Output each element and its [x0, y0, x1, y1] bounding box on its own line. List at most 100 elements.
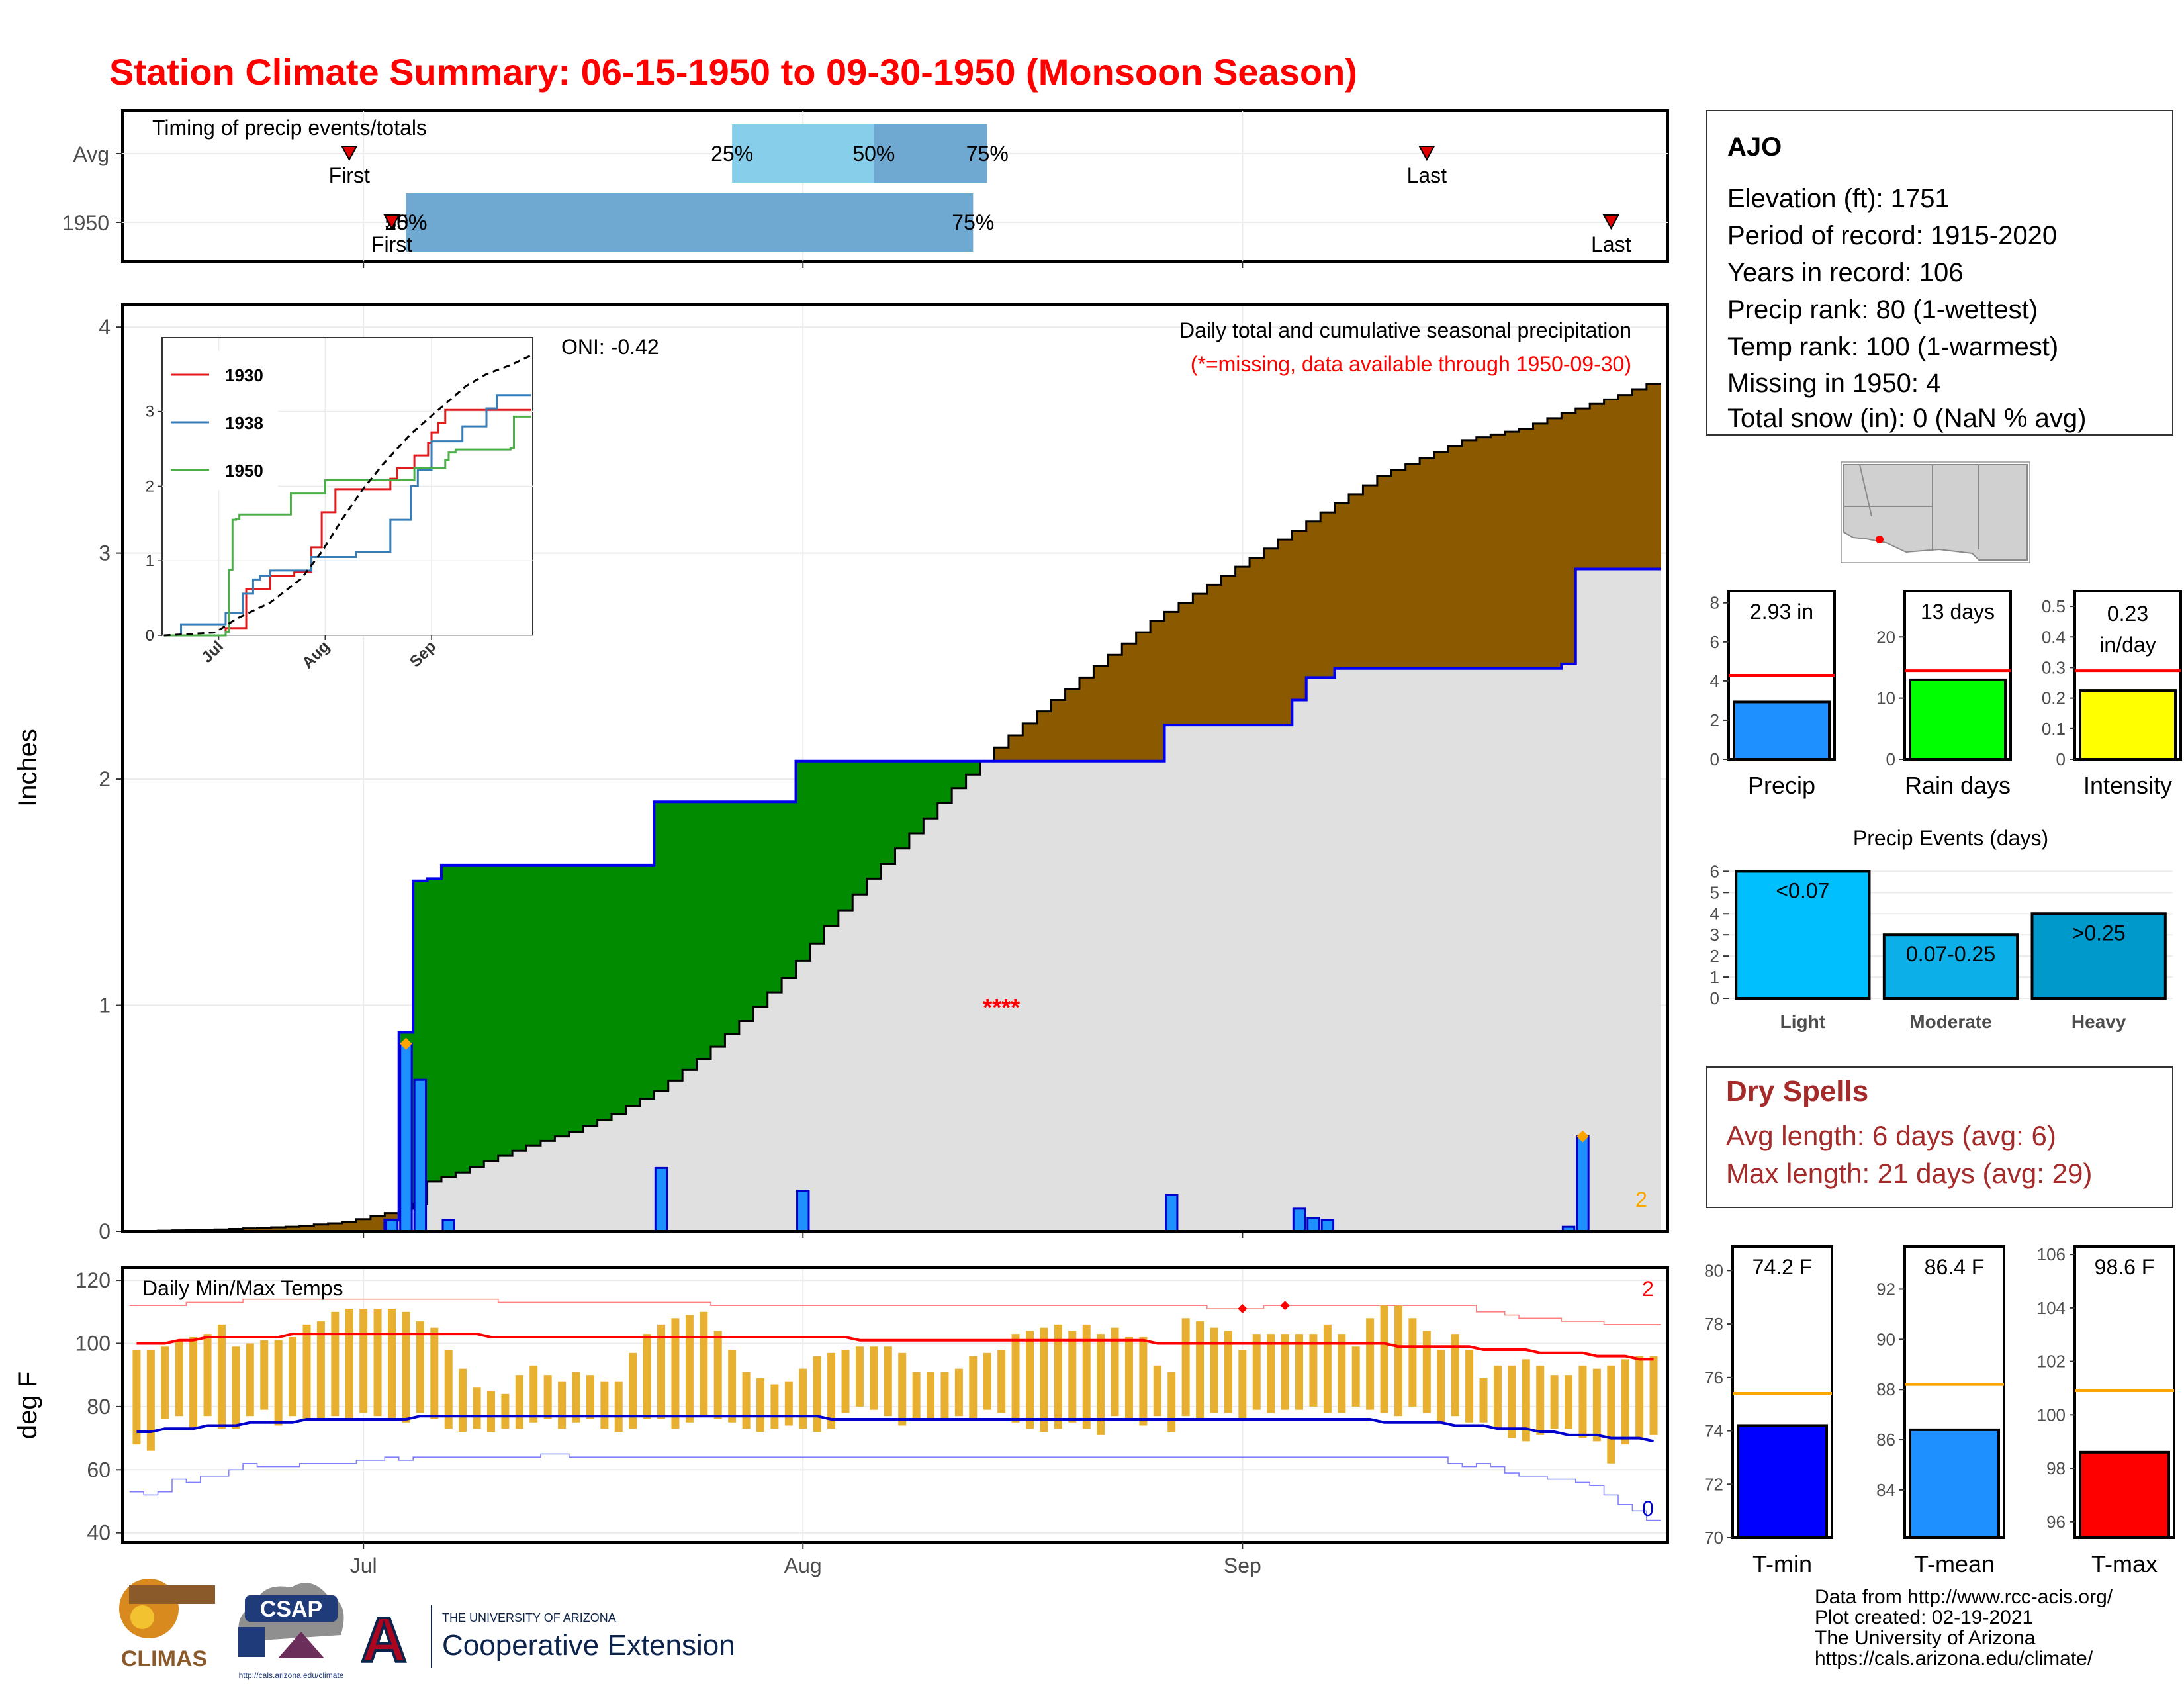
precip-surplus-area — [696, 802, 711, 1060]
daily-temp-range-bar — [1267, 1334, 1275, 1413]
precip-surplus-area — [682, 802, 698, 1070]
avg-tmin-line — [136, 1415, 1655, 1443]
daily-temp-range-bar — [1366, 1318, 1375, 1410]
precip-deficit-area — [243, 1228, 258, 1231]
precip-event-category-label: Light — [1780, 1011, 1825, 1032]
daily-temp-range-bar — [459, 1368, 467, 1432]
daily-temp-range-bar — [813, 1356, 821, 1432]
daily-precip-bar — [1306, 1217, 1320, 1233]
daily-precip-bar — [385, 1219, 399, 1233]
record-temp-marker — [1238, 1304, 1248, 1314]
precip-deficit-area — [1150, 621, 1165, 761]
csap-logo-url: http://cals.arizona.edu/climate — [239, 1671, 344, 1680]
precip-deficit-area — [1349, 494, 1364, 669]
precip-deficit-area — [1008, 735, 1023, 761]
precip-deficit-area — [1334, 503, 1349, 669]
timing-marker-last-1950 — [1602, 214, 1620, 230]
observed-cumulative-line — [129, 567, 1661, 1233]
precip-deficit-area — [1023, 723, 1038, 761]
precip-event-bar-label: <0.07 — [1776, 878, 1829, 902]
daily-temp-range-bar — [713, 1331, 722, 1419]
precip-deficit-area — [1164, 612, 1179, 726]
precip-deficit-area — [1447, 445, 1463, 669]
daily-temp-range-bar — [600, 1381, 609, 1429]
daily-temp-range-bar — [1649, 1356, 1658, 1435]
daily-temp-range-bar — [1536, 1365, 1545, 1435]
climas-logo-text: CLIMAS — [121, 1646, 207, 1671]
daily-temp-range-bar — [1040, 1327, 1048, 1432]
summary-y-tick-label: 2 — [1710, 710, 1719, 730]
summary-y-tick-label: 0.2 — [2042, 688, 2066, 708]
footer-line-created: Plot created: 02-19-2021 — [1815, 1607, 2033, 1628]
avg-cumulative-line — [129, 383, 1661, 1233]
precip-deficit-area — [356, 1219, 371, 1231]
daily-temp-range-bar — [643, 1334, 651, 1419]
station-line-elevation: Elevation (ft): 1751 — [1727, 184, 1950, 213]
daily-temp-range-bar — [983, 1352, 991, 1410]
precip-surplus-area — [654, 802, 669, 1092]
daily-temp-range-bar — [1281, 1334, 1289, 1410]
daily-temp-range-bar — [742, 1372, 751, 1429]
footer-line-data: Data from http://www.rcc-acis.org/ — [1815, 1586, 2113, 1608]
precip-surplus-area — [555, 865, 570, 1137]
summary-y-tick-label: 106 — [2037, 1244, 2066, 1264]
precip-surplus-area — [909, 761, 924, 834]
summary-value-bar — [2079, 689, 2177, 761]
summary-value-label: 74.2 F — [1752, 1255, 1813, 1279]
csap-logo: CSAP http://cals.arizona.edu/climate — [238, 1583, 344, 1680]
precip-deficit-area — [1561, 412, 1576, 664]
summary-y-tick-label: 96 — [2046, 1512, 2066, 1532]
temp-y-tick-label: 80 — [87, 1395, 111, 1419]
daily-temp-range-bar — [685, 1315, 694, 1423]
daily-temp-range-bar — [1493, 1365, 1502, 1429]
summary-panel-t-mean: 84 86 88 90 92 86.4 F T-mean — [1876, 1245, 2005, 1577]
daily-precip-bar — [1320, 1219, 1335, 1233]
daily-temp-range-bar — [1394, 1305, 1402, 1417]
tmax-count-label: 2 — [1642, 1277, 1654, 1301]
summary-y-tick-label: 20 — [1876, 627, 1895, 647]
summary-y-tick-label: 4 — [1710, 671, 1719, 691]
ua-logo-university-text: THE UNIVERSITY OF ARIZONA — [442, 1611, 616, 1624]
daily-temp-range-bar — [274, 1340, 283, 1426]
daily-precip-bar — [413, 1078, 428, 1233]
daily-temp-range-bar — [1578, 1365, 1587, 1438]
daily-temp-range-bar — [529, 1365, 538, 1423]
precip-deficit-area — [1320, 512, 1336, 678]
timing-row-label-1950: 1950 — [62, 211, 109, 235]
summary-y-tick-label: 74 — [1704, 1421, 1723, 1441]
precip-surplus-area — [469, 865, 484, 1167]
precip-deficit-area — [1306, 521, 1321, 678]
precip-surplus-area — [498, 865, 513, 1156]
timing-panel-title: Timing of precip events/totals — [152, 116, 427, 140]
timing-marker-last-avg — [1418, 146, 1435, 162]
climas-logo-band — [129, 1585, 215, 1604]
precip-surplus-area — [824, 761, 839, 927]
precip-event-bar — [2030, 912, 2167, 1000]
map-station-marker — [1876, 536, 1884, 543]
temp-panel-bg — [122, 1268, 1668, 1542]
precip-deficit-area — [342, 1222, 357, 1231]
daily-temp-range-bar — [728, 1350, 737, 1423]
summary-y-tick-label: 80 — [1704, 1260, 1723, 1280]
precip-surplus-area — [427, 878, 442, 1182]
timing-label-last-avg: Last — [1407, 164, 1447, 187]
daily-temp-range-bar — [870, 1346, 878, 1410]
dry-spells-avg-line: Avg length: 6 days (avg: 6) — [1726, 1120, 2056, 1151]
precip-surplus-area — [625, 865, 641, 1107]
precip-deficit-area — [1277, 539, 1293, 726]
daily-temp-range-bar — [827, 1352, 836, 1429]
date-axis-label: Aug — [784, 1554, 822, 1577]
daily-temp-range-bar — [1351, 1346, 1360, 1407]
daily-temp-range-bar — [161, 1346, 169, 1419]
precip-deficit-area — [1292, 530, 1307, 700]
precip-surplus-area — [639, 865, 655, 1099]
daily-precip-bar — [441, 1219, 455, 1233]
precip-y-tick-label: 1 — [99, 994, 111, 1017]
precip-deficit-area — [994, 747, 1009, 761]
precip-deficit-area — [1490, 434, 1506, 669]
summary-y-tick-label: 84 — [1876, 1480, 1895, 1500]
precip-events-title: Precip Events (days) — [1853, 826, 2048, 850]
csap-logo-label-bg — [245, 1595, 338, 1622]
daily-temp-range-bar — [1238, 1350, 1247, 1419]
